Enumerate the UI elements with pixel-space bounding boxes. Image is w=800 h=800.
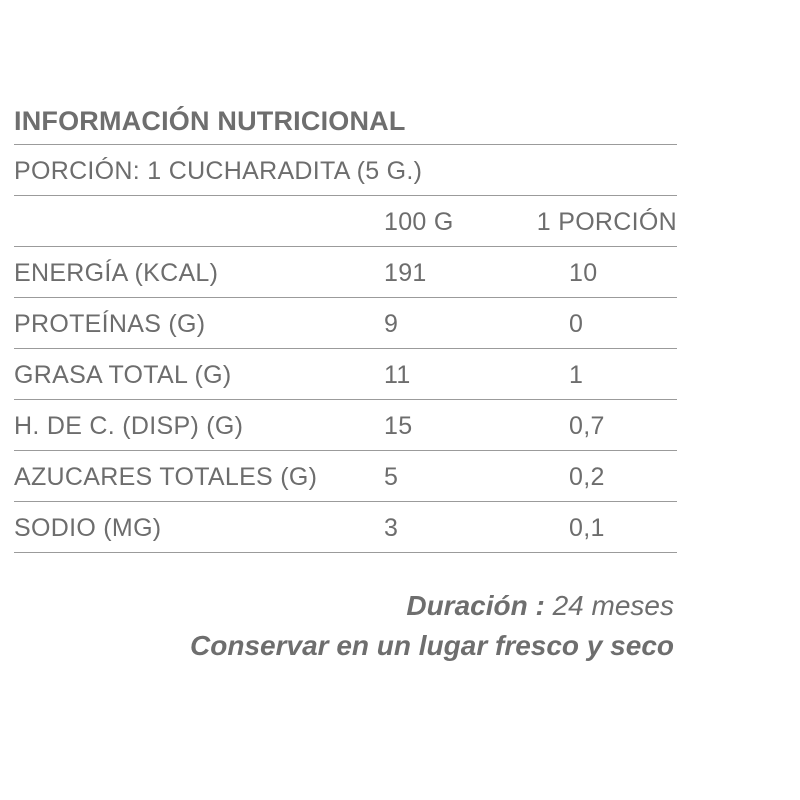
nutrient-label: H. DE C. (DISP) (G) [14, 412, 244, 440]
nutrient-label: GRASA TOTAL (G) [14, 361, 232, 389]
value-per-100g: 11 [384, 361, 411, 389]
table-header-row: 100 G 1 PORCIÓN [14, 196, 677, 247]
value-per-portion: 10 [569, 259, 598, 287]
nutrient-label: SODIO (MG) [14, 514, 162, 542]
value-per-portion: 0 [569, 310, 584, 338]
header-per-portion: 1 PORCIÓN [536, 208, 677, 236]
value-per-100g: 5 [384, 463, 399, 491]
nutrient-label: AZUCARES TOTALES (G) [14, 463, 318, 491]
nutrient-label: ENERGÍA (KCAL) [14, 259, 219, 287]
table-title: INFORMACIÓN NUTRICIONAL [14, 96, 677, 145]
value-per-portion: 0,2 [569, 463, 605, 491]
table-row: AZUCARES TOTALES (G) 5 0,2 [14, 451, 677, 502]
portion-size: PORCIÓN: 1 CUCHARADITA (5 G.) [14, 145, 677, 196]
duration-value: 24 meses [552, 590, 674, 621]
value-per-portion: 0,7 [569, 412, 605, 440]
storage-info: Duración : 24 meses Conservar en un luga… [190, 586, 674, 666]
duration-line: Duración : 24 meses [190, 586, 674, 626]
header-nutrient [14, 196, 384, 246]
value-per-portion: 0,1 [569, 514, 605, 542]
table-row: GRASA TOTAL (G) 11 1 [14, 349, 677, 400]
storage-instructions: Conservar en un lugar fresco y seco [190, 630, 674, 661]
value-per-portion: 1 [569, 361, 584, 389]
table-row: SODIO (MG) 3 0,1 [14, 502, 677, 553]
value-per-100g: 9 [384, 310, 399, 338]
nutrient-label: PROTEÍNAS (G) [14, 310, 206, 338]
header-per-100g: 100 G [384, 208, 454, 236]
table-row: ENERGÍA (KCAL) 191 10 [14, 247, 677, 298]
table-row: H. DE C. (DISP) (G) 15 0,7 [14, 400, 677, 451]
duration-label: Duración : [406, 590, 545, 621]
value-per-100g: 15 [384, 412, 413, 440]
value-per-100g: 191 [384, 259, 427, 287]
value-per-100g: 3 [384, 514, 399, 542]
nutrition-table: INFORMACIÓN NUTRICIONAL PORCIÓN: 1 CUCHA… [14, 96, 677, 553]
table-row: PROTEÍNAS (G) 9 0 [14, 298, 677, 349]
